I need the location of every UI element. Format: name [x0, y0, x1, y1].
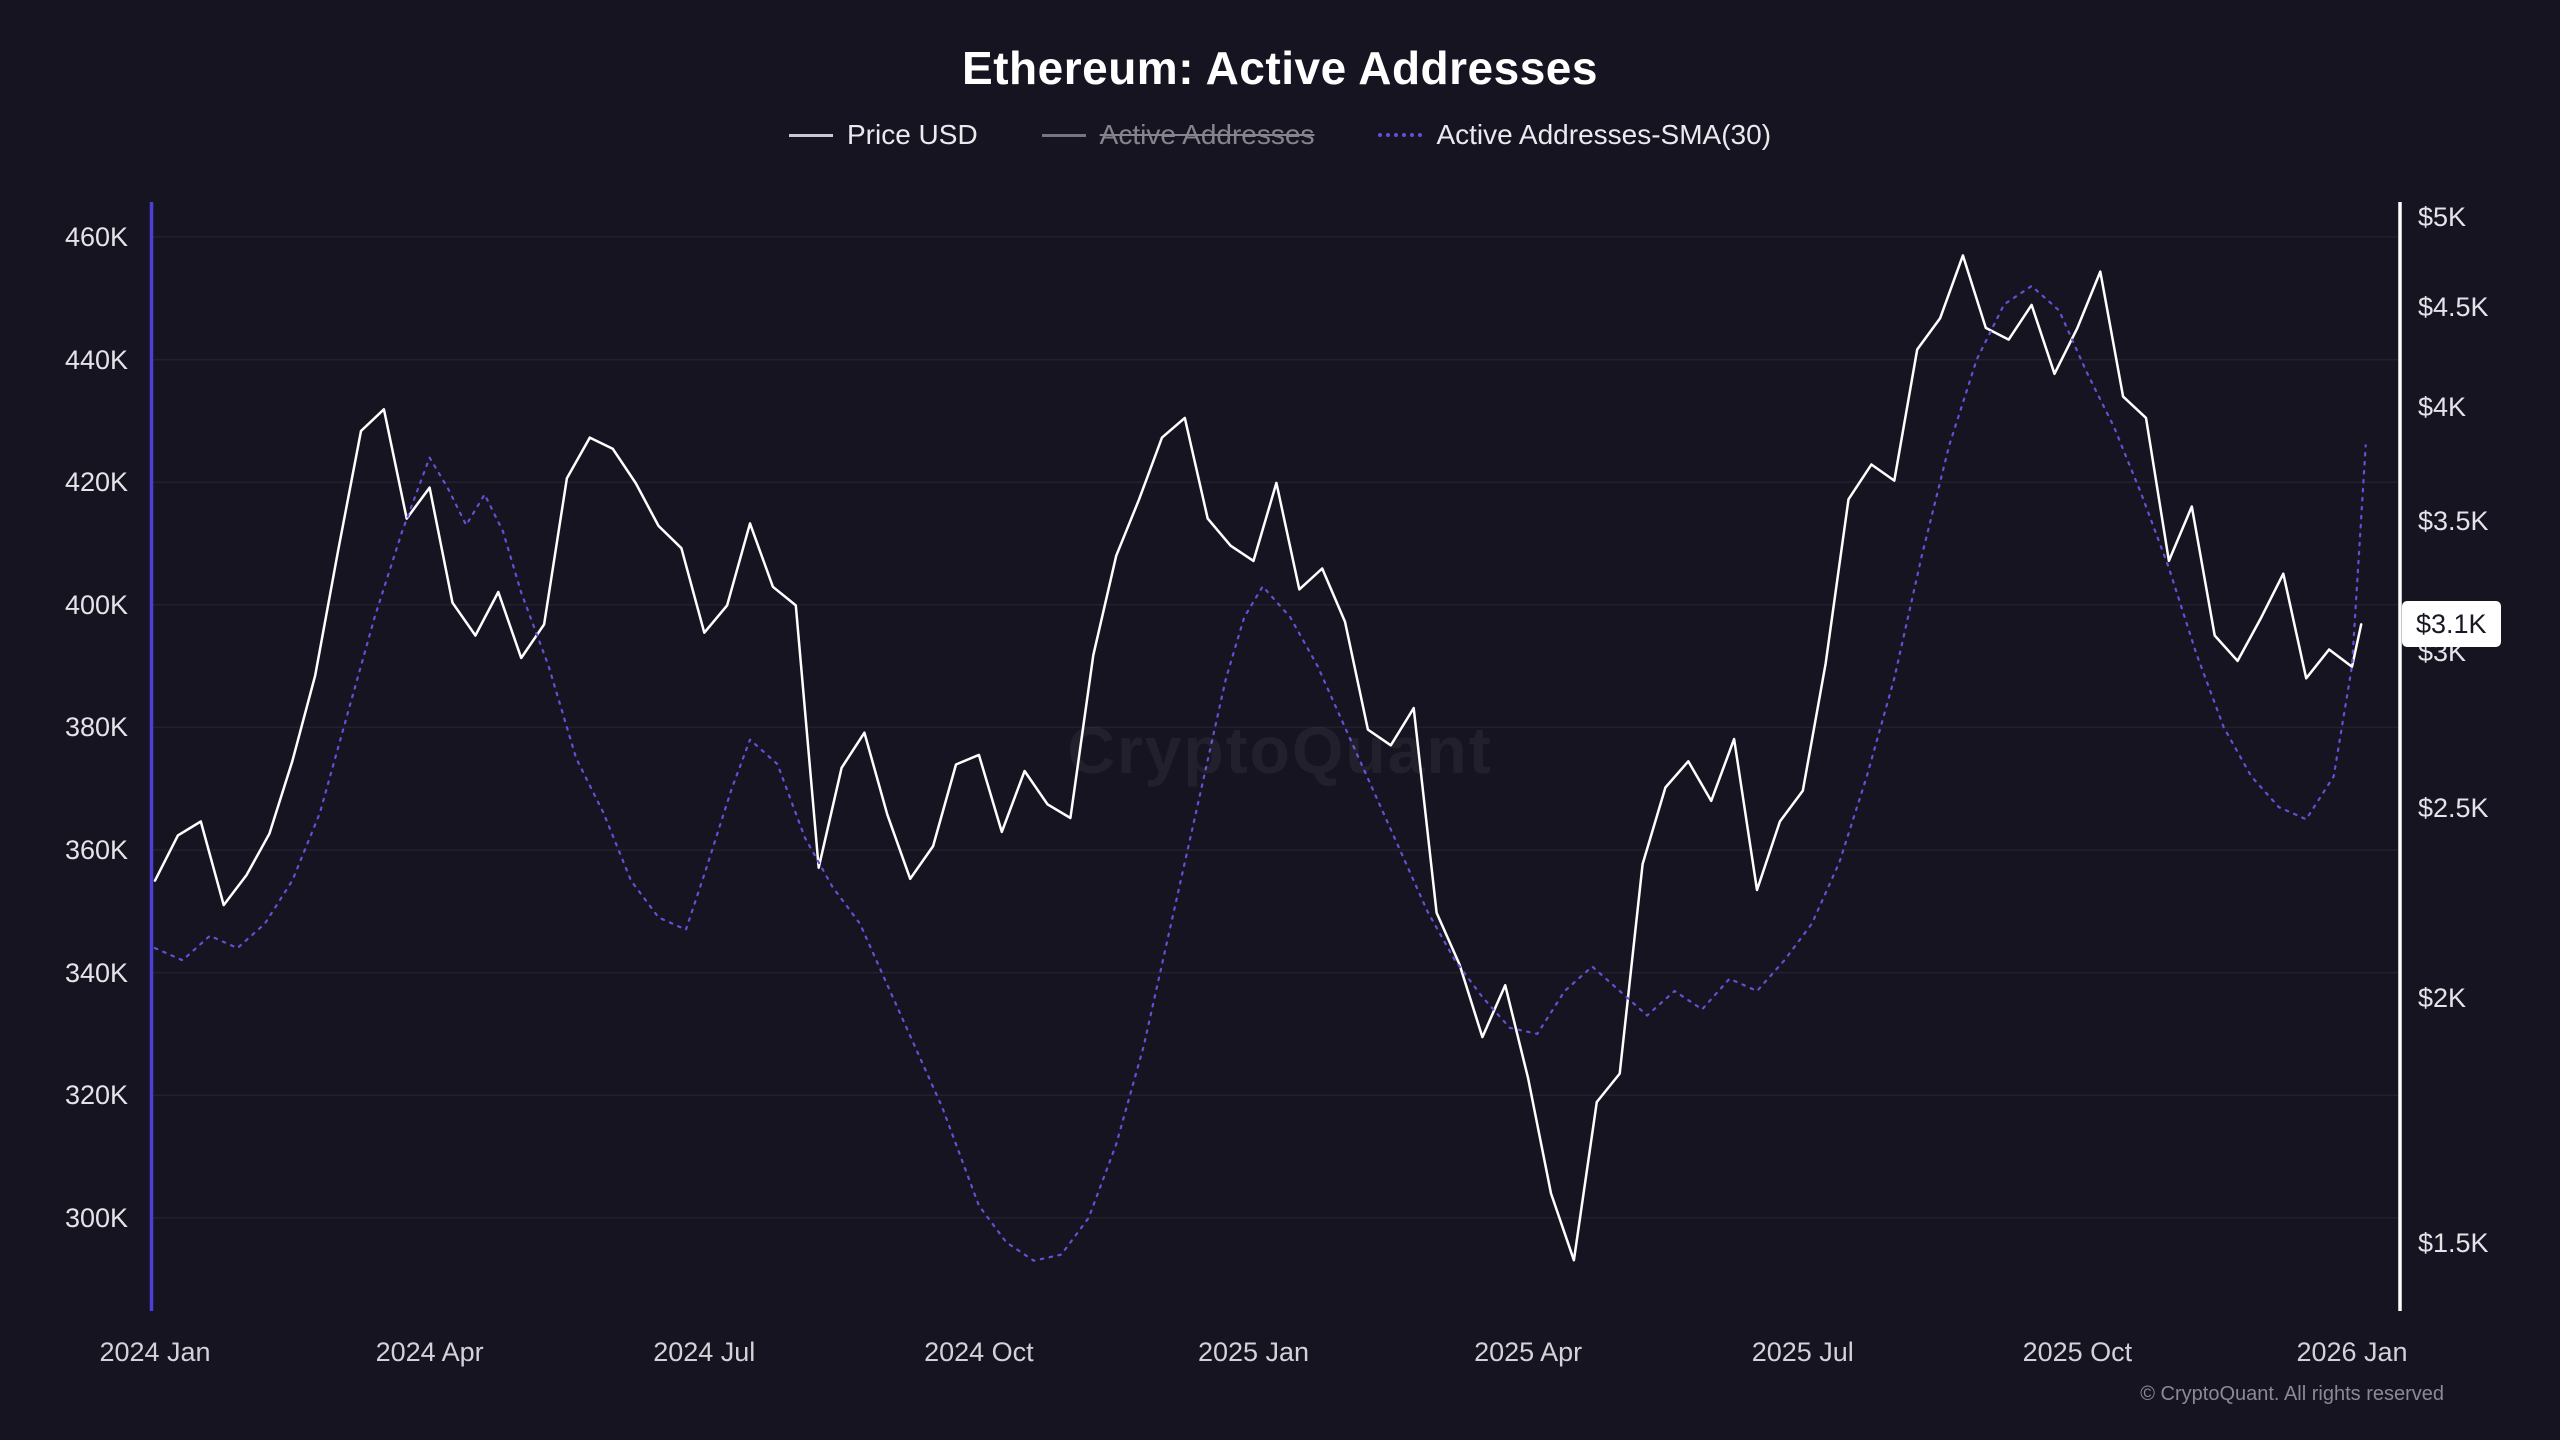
legend: Price USD Active Addresses Active Addres… [0, 118, 2560, 152]
x-axis-tick: 2024 Jan [99, 1337, 211, 1367]
x-axis-tick: 2025 Oct [2022, 1337, 2133, 1367]
left-axis-tick: 380K [64, 712, 128, 743]
series-price-usd [153, 254, 2363, 1262]
last-price-badge: $3.1K [2402, 601, 2501, 648]
left-axis-tick: 340K [64, 957, 128, 988]
x-axis-tick: 2025 Apr [1474, 1337, 1583, 1367]
right-axis-tick: $2K [2418, 982, 2467, 1013]
legend-label-active-addresses: Active Addresses [1099, 119, 1315, 150]
x-axis-tick: 2024 Jul [653, 1337, 756, 1367]
left-axis-tick: 440K [64, 344, 128, 375]
line-marker-icon [788, 133, 833, 137]
legend-item-price-usd[interactable]: Price USD [788, 118, 978, 152]
right-axis-tick: $5K [2418, 202, 2467, 233]
legend-item-active-addresses[interactable]: Active Addresses [1041, 118, 1315, 152]
legend-label-active-addresses-sma: Active Addresses-SMA(30) [1436, 119, 1772, 150]
dotted-line-marker-icon [1378, 133, 1423, 137]
right-axis-tick: $4.5K [2418, 291, 2489, 322]
series-active-addresses-sma-30- [153, 284, 2367, 1262]
x-axis-tick: 2024 Apr [375, 1337, 484, 1367]
x-axis-tick: 2026 Jan [2296, 1337, 2408, 1367]
legend-item-active-addresses-sma[interactable]: Active Addresses-SMA(30) [1378, 118, 1771, 152]
x-axis-tick: 2025 Jul [1751, 1337, 1854, 1367]
legend-label-price-usd: Price USD [846, 119, 978, 150]
chart-title: Ethereum: Active Addresses [962, 42, 1598, 94]
left-axis-tick: 420K [64, 467, 128, 498]
left-axis-tick: 300K [64, 1202, 128, 1233]
right-axis-tick: $4K [2418, 392, 2467, 423]
right-axis-tick: $1.5K [2418, 1228, 2489, 1259]
left-axis-tick: 460K [64, 221, 128, 252]
right-axis-tick: $3.5K [2418, 505, 2489, 536]
x-axis-tick: 2024 Oct [924, 1337, 1034, 1367]
left-axis-tick: 320K [64, 1080, 128, 1111]
left-axis-tick: 400K [64, 589, 128, 620]
line-marker-icon [1041, 133, 1086, 137]
x-axis-tick: 2025 Jan [1197, 1337, 1310, 1367]
right-axis-tick: $2.5K [2418, 792, 2489, 823]
copyright-footer: © CryptoQuant. All rights reserved [2140, 1383, 2444, 1405]
left-axis-tick: 360K [64, 834, 128, 865]
